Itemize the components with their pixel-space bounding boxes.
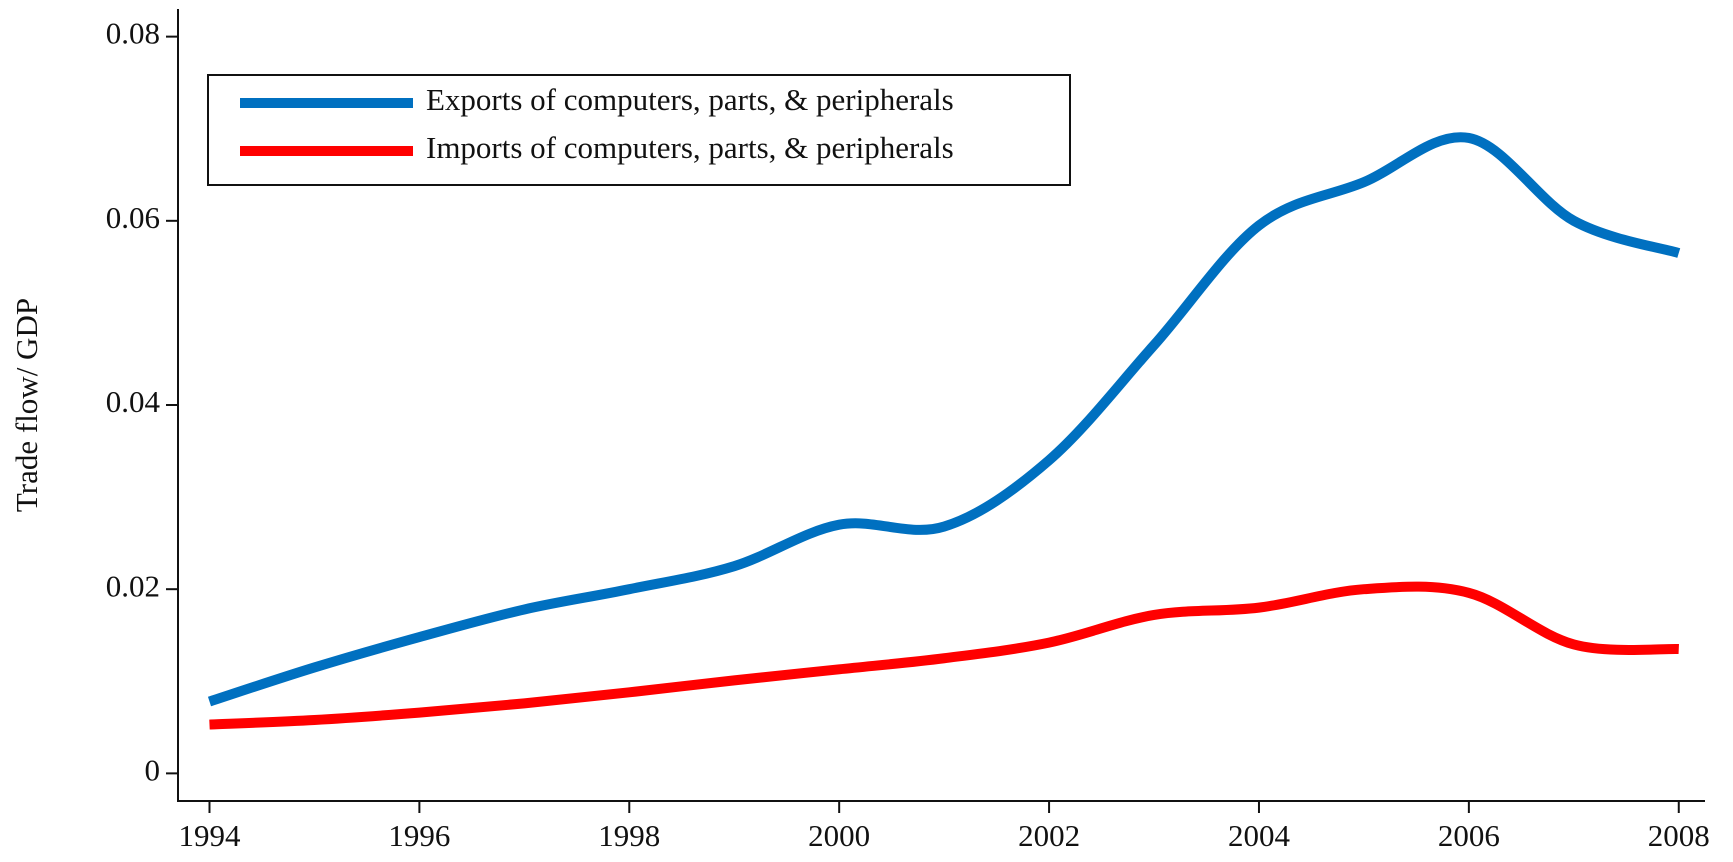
legend-label: Imports of computers, parts, & periphera… (426, 130, 954, 165)
x-tick-label: 2000 (808, 818, 870, 853)
data-line (209, 581, 1679, 730)
x-tick-label: 2004 (1228, 818, 1291, 853)
y-tick-label: 0.04 (106, 384, 161, 419)
x-tick-label: 2008 (1648, 818, 1710, 853)
x-tick-label: 1994 (178, 818, 241, 853)
y-axis-label: Trade flow/ GDP (9, 298, 44, 512)
legend-box (207, 74, 1071, 186)
x-tick-label: 1996 (388, 818, 450, 853)
x-tick-label: 2002 (1018, 818, 1080, 853)
axes (177, 9, 1705, 802)
x-tick-label: 2006 (1438, 818, 1500, 853)
legend-label: Exports of computers, parts, & periphera… (426, 82, 954, 117)
x-tick-label: 1998 (598, 818, 660, 853)
y-tick-label: 0 (145, 752, 161, 787)
y-tick-label: 0.02 (106, 568, 160, 603)
y-tick-label: 0.06 (106, 200, 160, 235)
data-line (207, 132, 1681, 707)
y-tick-label: 0.08 (106, 16, 160, 51)
